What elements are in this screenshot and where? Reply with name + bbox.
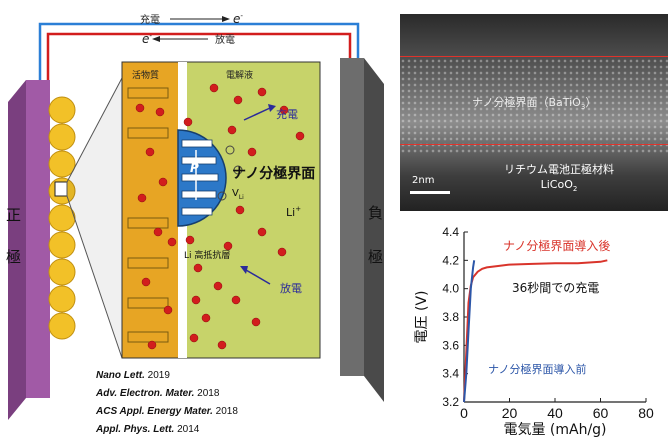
discharge-electron-arrowhead	[152, 36, 160, 42]
dipole-label: P	[190, 161, 199, 175]
y-tick-label: 3.4	[442, 367, 459, 381]
y-tick-label: 4.2	[442, 253, 459, 267]
series-before-line	[463, 260, 476, 403]
charge-ion-arrowhead	[268, 104, 276, 112]
y-tick-label: 3.8	[442, 310, 459, 324]
chart-axes	[463, 231, 647, 403]
lattice-hatch	[127, 87, 169, 343]
tem-upper-label: ナノ分極界面（BaTiO3）	[472, 96, 597, 112]
citation-3: ACS Appl. Energy Mater. 2018	[96, 406, 238, 417]
discharge-electron-label: e-	[142, 32, 152, 46]
chart-labels: 3.2 3.4 3.6 3.8 4.0 4.2 4.4 0 20 40 60 80 ナノ分極界面導入後ナ…	[414, 225, 654, 438]
y-tick-label: 4.4	[442, 225, 459, 239]
cathode-particles	[48, 96, 76, 340]
tem-upper-boundary	[400, 56, 668, 57]
tem-lattice	[400, 58, 668, 154]
zoom-lines	[66, 77, 123, 359]
positive-electrode-label-2: 極	[6, 248, 21, 266]
discharge-ion-label: 放電	[280, 281, 302, 295]
tem-lower-label: リチウム電池正極材料 LiCoO2	[504, 163, 614, 194]
negative-electrode-label-2: 極	[368, 248, 383, 266]
citation-2: Adv. Electron. Mater. 2018	[96, 388, 220, 399]
scale-bar-label: 2nm	[412, 175, 435, 186]
citation-1: Nano Lett. 2019	[96, 370, 170, 381]
li-ions	[135, 83, 305, 350]
charge-ion-arrow	[243, 107, 271, 121]
zoom-marker	[54, 181, 68, 197]
electrolyte-label: 電解液	[226, 69, 253, 81]
tem-lower-boundary	[400, 144, 668, 145]
chart-series	[463, 259, 608, 403]
negative-electrode-label-1: 負	[368, 204, 383, 222]
y-tick-label: 3.6	[442, 338, 459, 352]
dipole-bars	[181, 139, 219, 216]
series-before-label: ナノ分極界面導入前	[488, 362, 586, 376]
x-tick-label: 20	[502, 405, 518, 421]
discharge-wire-label: 放電	[215, 33, 235, 46]
charge-ion-label: 充電	[276, 107, 298, 121]
voltage-label: VLi	[232, 188, 244, 201]
citation-4: Appl. Phys. Lett. 2014	[96, 424, 200, 435]
x-tick-label: 40	[547, 405, 563, 421]
negative-electrode	[340, 58, 364, 376]
discharge-ion-arrowhead	[240, 266, 248, 274]
li-ion-label: Li+	[286, 205, 301, 219]
charge-electron-label: e-	[233, 12, 243, 26]
discharge-ion-arrow	[245, 269, 271, 285]
tem-image: ナノ分極界面（BaTiO3） リチウム電池正極材料 LiCoO2 2nm	[400, 14, 668, 211]
y-axis-title: 電圧 (V)	[414, 291, 430, 344]
charge-wire-label: 充電	[140, 13, 160, 26]
y-tick-label: 3.2	[442, 395, 459, 409]
x-axis-title: 電気量 (mAh/g)	[503, 422, 606, 438]
x-tick-label: 60	[593, 405, 609, 421]
positive-electrode	[26, 80, 50, 398]
high-resistance-layer-label: Li 高抵抗層	[184, 249, 230, 261]
nano-interface-label: ナノ分極界面	[232, 165, 315, 182]
y-tick-label: 4.0	[442, 282, 459, 296]
charge-wire	[38, 22, 360, 105]
x-tick-label: 0	[460, 405, 468, 421]
inset-active-material	[121, 61, 181, 359]
discharge-wire	[46, 32, 352, 105]
positive-electrode-side	[8, 80, 26, 420]
battery-schematic: 充電 e- e- 放電 正 極 負 極 活物質 電解液 充電 放電 ナノ分極界面…	[6, 12, 384, 420]
negative-electrode-side	[364, 58, 384, 402]
series-after-label: ナノ分極界面導入後	[503, 238, 610, 253]
scale-bar	[410, 191, 450, 194]
active-material-label: 活物質	[132, 69, 159, 81]
x-tick-label: 80	[638, 405, 654, 421]
positive-electrode-label-1: 正	[6, 206, 21, 224]
chart-annotation: 36秒間での充電	[512, 280, 599, 295]
charge-electron-arrowhead	[222, 16, 230, 22]
vacancies	[217, 145, 243, 201]
voltage-chart: 3.2 3.4 3.6 3.8 4.0 4.2 4.4 0 20 40 60 80 ナノ分極界面導入後ナ…	[414, 225, 654, 438]
